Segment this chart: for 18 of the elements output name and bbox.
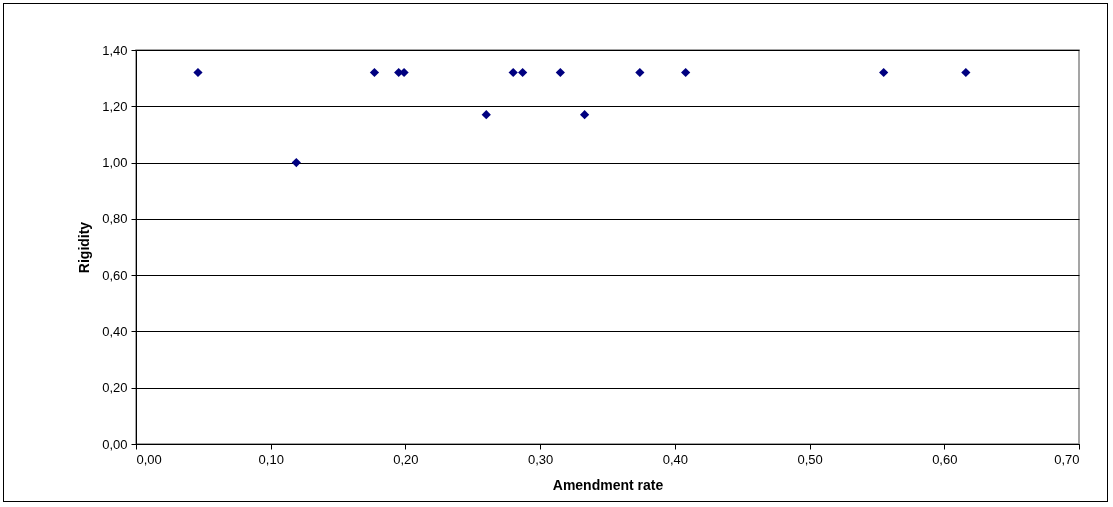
y-tick-label: 1,00 (102, 155, 128, 171)
x-tick-label: 0,00 (136, 451, 162, 467)
x-tick-label: 0,50 (797, 451, 823, 467)
x-tick-label: 0,70 (1054, 451, 1080, 467)
y-tick-label: 0,00 (102, 436, 128, 452)
x-axis-title: Amendment rate (552, 476, 664, 493)
x-tick-label: 0,30 (527, 451, 554, 467)
x-tick-label: 0,60 (932, 451, 958, 467)
y-tick-label: 0,20 (102, 380, 128, 396)
y-axis-title: Rigidity (76, 221, 93, 274)
y-tick-label: 0,60 (102, 267, 128, 283)
x-tick-label: 0,20 (393, 451, 419, 467)
x-tick-label: 0,40 (662, 451, 689, 467)
y-tick-label: 1,20 (102, 98, 128, 114)
y-tick-label: 0,80 (102, 211, 128, 227)
x-tick-label: 0,10 (258, 451, 284, 467)
y-tick-label: 0,40 (102, 323, 128, 339)
y-tick-label: 1,40 (102, 42, 128, 58)
